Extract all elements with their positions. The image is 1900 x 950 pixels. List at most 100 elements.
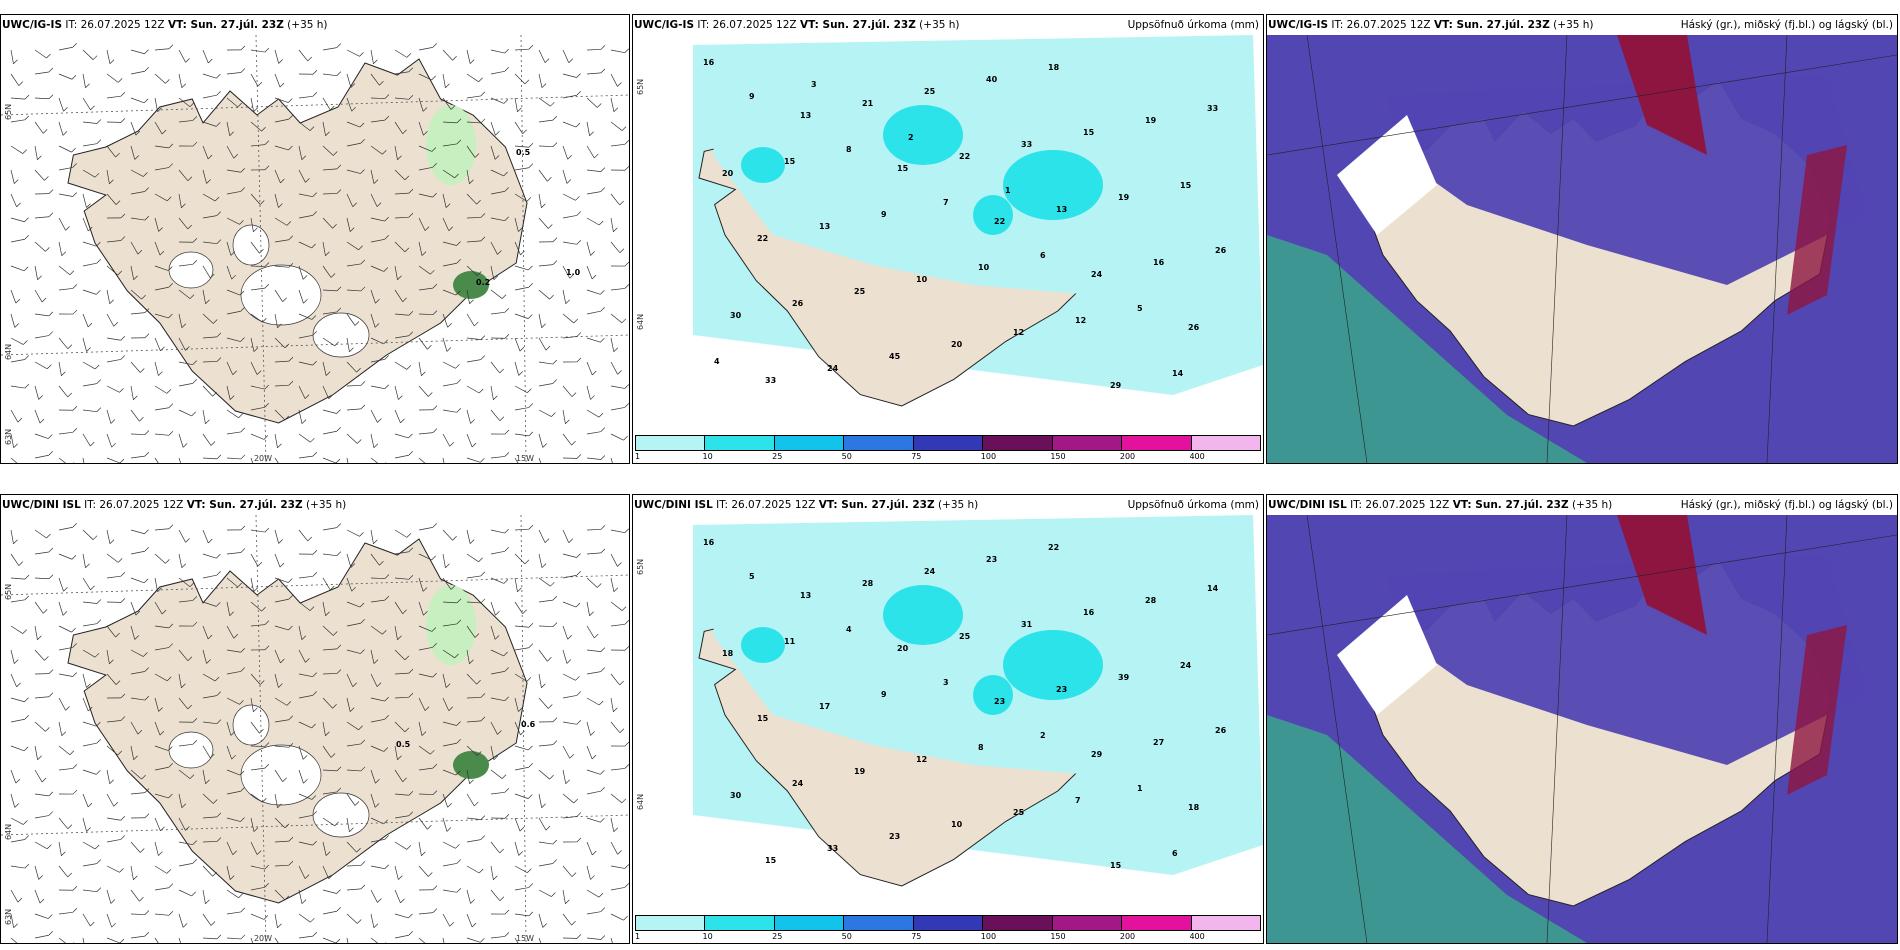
wind-barb — [442, 241, 457, 246]
wind-barb — [274, 719, 289, 723]
wind-barb — [346, 888, 361, 891]
wind-barb — [130, 409, 140, 422]
wind-barb — [72, 43, 77, 48]
wind-barb — [445, 563, 450, 569]
wind-barb — [504, 67, 509, 72]
wind-barb — [229, 131, 234, 136]
wind-barb — [202, 913, 212, 926]
wind-barb — [17, 417, 23, 423]
wind-barb — [58, 553, 73, 560]
wind-barb — [72, 163, 78, 168]
wind-barb — [90, 105, 95, 111]
wind-barb — [370, 889, 378, 903]
precip-value: 13 — [1056, 205, 1067, 214]
wind-barb — [334, 341, 339, 347]
wind-barb — [346, 457, 349, 463]
wind-barb — [120, 571, 126, 577]
wind-barb — [442, 73, 446, 88]
wind-barb — [130, 169, 144, 177]
wind-barb — [10, 865, 25, 869]
wind-barb — [354, 801, 360, 806]
wind-barb — [466, 937, 481, 943]
wind-barb — [154, 48, 169, 51]
wind-barb — [130, 550, 145, 555]
precip-value: 8 — [846, 145, 852, 154]
wind-barb — [165, 559, 170, 564]
wind-barb — [288, 594, 293, 600]
wind-barb — [336, 644, 342, 650]
wind-barb — [274, 409, 286, 421]
wind-barb — [192, 596, 198, 601]
wind-barb — [431, 147, 437, 152]
wind-barb — [34, 385, 40, 400]
wind-barb — [109, 659, 114, 665]
wind-barb — [298, 95, 313, 99]
wind-barb — [205, 299, 210, 305]
wind-barb — [298, 313, 313, 320]
wind-barb — [239, 770, 245, 776]
wind-barb — [336, 669, 342, 674]
wind-barb — [278, 683, 283, 688]
wind-barb — [466, 697, 482, 699]
wind-barb — [181, 83, 187, 88]
wind-barb — [518, 851, 523, 856]
wind-barb — [10, 433, 15, 448]
wind-barb — [384, 115, 390, 121]
wind-barb — [10, 913, 15, 928]
wind-barb — [562, 816, 577, 819]
init-time: IT: 26.07.2025 12Z — [1331, 19, 1431, 31]
wind-barb — [520, 730, 525, 736]
wind-barb — [24, 697, 29, 702]
wind-barb — [586, 265, 593, 280]
wind-barb — [182, 923, 188, 928]
wind-barb — [617, 562, 622, 567]
wind-barb — [610, 217, 614, 232]
wind-barb — [370, 119, 385, 123]
legend-swatch — [705, 436, 775, 450]
wind-barb — [82, 193, 87, 208]
wind-barb — [216, 719, 222, 724]
legend-swatch — [844, 916, 914, 930]
wind-barb — [469, 659, 474, 665]
wind-barb — [504, 452, 510, 457]
wind-barb — [58, 337, 69, 350]
wind-barb — [130, 433, 146, 435]
wind-barb — [240, 337, 245, 342]
wind-barb — [466, 49, 471, 64]
wind-barb — [226, 745, 233, 760]
wind-barb — [404, 247, 410, 253]
glacier — [312, 312, 370, 358]
wind-barb — [490, 577, 505, 584]
wind-barb — [202, 673, 216, 682]
wind-barb — [13, 59, 18, 65]
wind-barb — [346, 553, 352, 568]
wind-barb — [470, 419, 475, 424]
wind-barb — [370, 599, 385, 603]
wind-barb — [442, 383, 457, 387]
wind-barb — [545, 825, 551, 831]
wind-barb — [109, 539, 115, 544]
wind-barb — [120, 236, 126, 241]
wind-barb — [610, 673, 620, 686]
wind-barb — [400, 898, 405, 904]
wind-barb — [394, 551, 409, 555]
wind-barb — [94, 652, 100, 658]
wind-barb — [168, 282, 173, 288]
wind-barb — [274, 360, 289, 363]
wind-barb — [274, 913, 278, 928]
wind-barb — [562, 289, 567, 304]
wind-barb — [394, 192, 409, 195]
wind-barb — [178, 817, 186, 831]
precip-value: 16 — [703, 58, 715, 67]
wind-barb — [466, 289, 470, 304]
wind-barb — [431, 627, 437, 632]
wind-barb — [10, 793, 16, 808]
wind-barb — [322, 527, 337, 531]
graticule — [1546, 515, 1568, 943]
wind-barb — [82, 262, 97, 267]
wind-barb — [397, 155, 402, 161]
wind-barb — [526, 677, 532, 682]
wind-barb — [154, 625, 169, 629]
wind-barb — [178, 263, 193, 267]
wind-barb — [34, 169, 45, 181]
